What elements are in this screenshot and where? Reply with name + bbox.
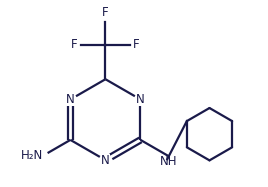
Text: N: N bbox=[66, 93, 75, 106]
Text: H₂N: H₂N bbox=[21, 149, 44, 162]
Text: F: F bbox=[71, 39, 78, 51]
Text: F: F bbox=[133, 39, 140, 51]
Text: N: N bbox=[101, 154, 110, 167]
Text: N: N bbox=[136, 93, 145, 106]
Text: NH: NH bbox=[159, 155, 177, 168]
Text: F: F bbox=[102, 6, 109, 19]
